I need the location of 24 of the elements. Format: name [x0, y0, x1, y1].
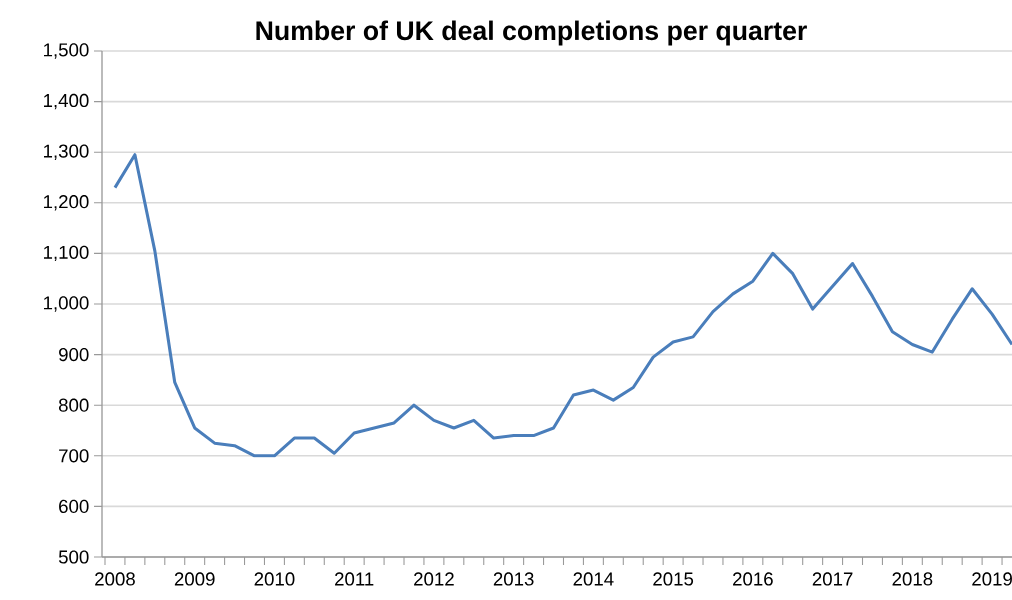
y-tick-label: 800: [58, 398, 89, 412]
chart-title: Number of UK deal completions per quarter: [256, 20, 807, 46]
x-tick-label: 2015: [653, 572, 694, 586]
x-tick-label: 2017: [812, 572, 853, 586]
x-tick-label: 2018: [892, 572, 933, 586]
y-tick-label: 900: [59, 347, 89, 362]
x-tick-label: 2010: [254, 572, 295, 586]
y-tick-label: 1,500: [44, 43, 89, 59]
x-tick-label: 2009: [174, 572, 215, 586]
y-tick-label: 500: [58, 550, 89, 564]
y-tick-label: 1,200: [44, 195, 89, 211]
x-tick-label: 2013: [493, 572, 534, 586]
x-tick-label: 2019: [972, 572, 1012, 586]
x-tick-label: 2014: [573, 572, 614, 586]
y-tick-label: 700: [59, 449, 89, 463]
y-tick-label: 600: [59, 499, 89, 514]
y-tick-label: 1,300: [44, 144, 89, 160]
y-tick-label: 1,000: [44, 296, 89, 312]
x-tick-label: 2011: [335, 572, 374, 586]
x-tick-label: 2008: [95, 572, 135, 586]
y-tick-label: 1,400: [44, 93, 89, 110]
y-tick-label: 1,100: [44, 245, 89, 262]
x-tick-label: 2012: [414, 572, 454, 586]
x-tick-label: 2016: [733, 572, 773, 586]
